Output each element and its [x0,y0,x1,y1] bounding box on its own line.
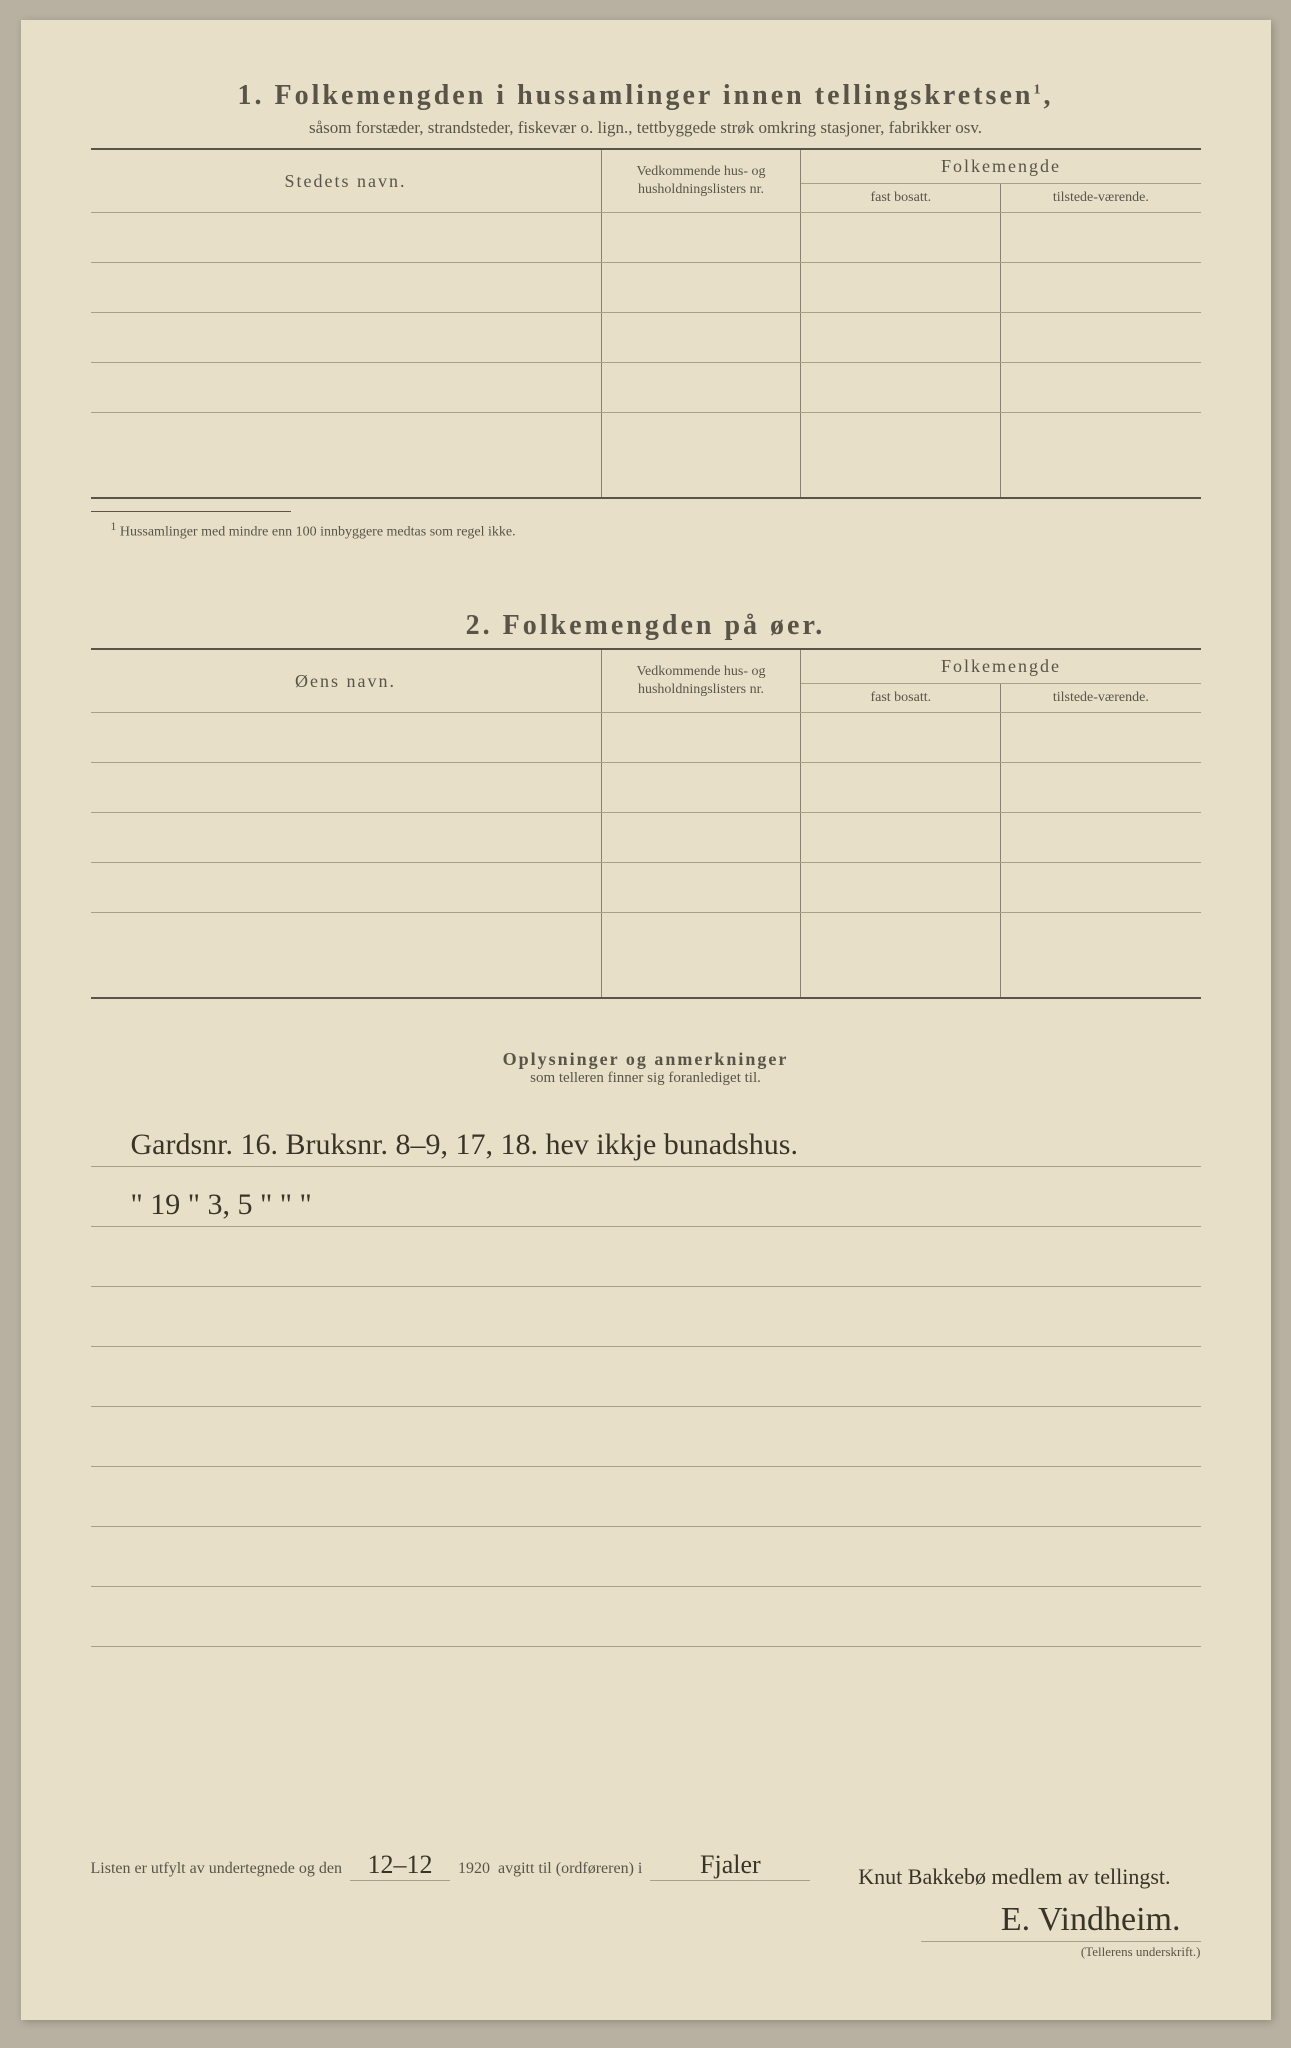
note-line: Gardsnr. 16. Bruksnr. 8–9, 17, 18. hev i… [91,1107,1201,1167]
table-row [91,813,1201,863]
section2-title: 2. Folkemengden på øer. [91,610,1201,642]
note-line: " 19 " 3, 5 " " " [91,1167,1201,1227]
table-row [91,263,1201,313]
note-line [91,1407,1201,1467]
section1-footnote: 1 Hussamlinger med mindre enn 100 innbyg… [91,520,1201,541]
fn-text: Hussamlinger med mindre enn 100 innbygge… [120,524,516,539]
table-row [91,913,1201,998]
note-line [91,1527,1201,1587]
note-line [91,1587,1201,1647]
s2-col-name: Øens navn. [91,649,602,713]
bottom-place: Fjaler [650,1850,810,1881]
s1-number: 1. [238,80,265,111]
s2-col-ref: Vedkommende hus- og husholdningslisters … [601,649,801,713]
handwritten-note-2: " 19 " 3, 5 " " " [131,1188,312,1222]
bottom-mid: avgitt til (ordføreren) i [498,1860,642,1878]
bottom-area: Listen er utfylt av undertegnede og den … [91,1850,1201,1960]
fn-mark: 1 [111,520,117,533]
table-row [91,363,1201,413]
bottom-year: 1920 [458,1860,490,1878]
table-row [91,213,1201,263]
notes-lines: Gardsnr. 16. Bruksnr. 8–9, 17, 18. hev i… [91,1107,1201,1647]
note-line [91,1227,1201,1287]
section1-subtitle: såsom forstæder, strandsteder, fiskevær … [91,118,1201,138]
s2-title-text: Folkemengden på øer. [503,610,826,641]
table-row [91,413,1201,498]
census-form-page: 1. Folkemengden i hussamlinger innen tel… [21,20,1271,2020]
table-row [91,713,1201,763]
section2-table: Øens navn. Vedkommende hus- og husholdni… [91,648,1201,999]
s1-col-pop: Folkemengde [801,149,1201,184]
s1-col-fast: fast bosatt. [801,184,1001,213]
s1-col-ref: Vedkommende hus- og husholdningslisters … [601,149,801,213]
section1-title: 1. Folkemengden i hussamlinger innen tel… [91,80,1201,112]
s1-title-text: Folkemengden i hussamlinger innen tellin… [275,80,1034,111]
notes-title: Oplysninger og anmerkninger [91,1049,1201,1070]
signature-label: (Tellerens underskrift.) [91,1944,1201,1960]
s1-col-tilst: tilstede-værende. [1001,184,1201,213]
s2-number: 2. [466,610,493,641]
signature-area: E. Vindheim. (Tellerens underskrift.) [91,1901,1201,1960]
notes-sub: som telleren finner sig foranlediget til… [91,1070,1201,1087]
footnote-rule [91,511,291,512]
signature: E. Vindheim. [921,1901,1201,1942]
note-line [91,1287,1201,1347]
bottom-prefix: Listen er utfylt av undertegnede og den [91,1860,342,1878]
s1-sup: 1 [1033,83,1043,98]
bottom-line: Listen er utfylt av undertegnede og den … [91,1850,1201,1881]
table-row [91,763,1201,813]
s2-col-pop: Folkemengde [801,649,1201,684]
s1-col-name: Stedets navn. [91,149,602,213]
handwritten-note-1: Gardsnr. 16. Bruksnr. 8–9, 17, 18. hev i… [131,1128,798,1162]
note-line [91,1347,1201,1407]
note-line [91,1467,1201,1527]
table-row [91,313,1201,363]
section1-table: Stedets navn. Vedkommende hus- og hushol… [91,148,1201,499]
bottom-date: 12–12 [350,1850,450,1881]
s2-col-tilst: tilstede-værende. [1001,684,1201,713]
table-row [91,863,1201,913]
s2-col-fast: fast bosatt. [801,684,1001,713]
